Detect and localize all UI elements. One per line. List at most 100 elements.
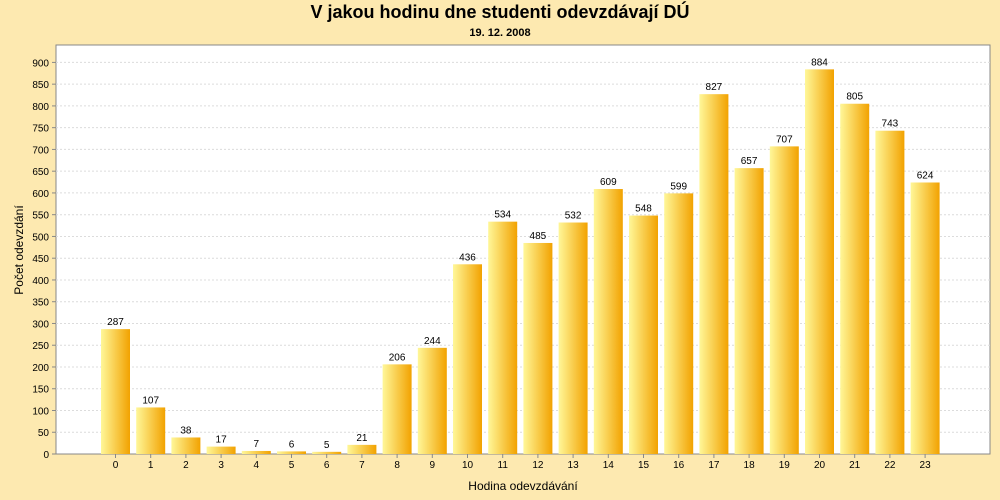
bar [875, 130, 905, 455]
bar [699, 94, 729, 454]
chart-title: V jakou hodinu dne studenti odevzdávají … [310, 2, 690, 22]
y-tick-label: 50 [38, 428, 50, 439]
y-axis-label: Počet odevzdání [12, 205, 26, 295]
bar [769, 146, 799, 454]
bar-value-label: 827 [706, 82, 723, 93]
bar-value-label: 707 [776, 134, 793, 145]
x-tick-label: 13 [568, 460, 580, 471]
bar-value-label: 884 [811, 57, 828, 68]
y-tick-label: 450 [32, 254, 49, 265]
bar [241, 450, 271, 454]
y-tick-label: 200 [32, 363, 49, 374]
x-tick-label: 12 [532, 460, 544, 471]
x-tick-label: 17 [708, 460, 720, 471]
bar-value-label: 21 [356, 433, 368, 444]
y-tick-label: 650 [32, 167, 49, 178]
bar [910, 182, 940, 454]
bar [734, 168, 764, 454]
bar [347, 444, 377, 454]
y-tick-label: 500 [32, 232, 49, 243]
bar-value-label: 657 [741, 156, 758, 167]
x-tick-label: 21 [849, 460, 861, 471]
bar-value-label: 624 [917, 170, 934, 181]
y-tick-label: 700 [32, 145, 49, 156]
y-axis-ticks: 0 50 100 150 200 250 300 350 400 450 500 550 600 650 7… [32, 58, 56, 461]
bar [382, 364, 412, 454]
bar [277, 451, 306, 454]
x-tick-label: 6 [324, 460, 330, 471]
bar-value-label: 548 [635, 204, 652, 215]
y-tick-label: 850 [32, 80, 49, 91]
bar-value-label: 7 [254, 439, 260, 450]
x-tick-label: 8 [394, 460, 400, 471]
x-tick-label: 14 [603, 460, 615, 471]
chart-subtitle: 19. 12. 2008 [469, 27, 531, 39]
x-tick-label: 22 [884, 460, 896, 471]
bar-value-label: 743 [882, 119, 899, 130]
x-tick-label: 20 [814, 460, 826, 471]
bar [488, 221, 518, 454]
bar [453, 264, 482, 454]
bar [593, 189, 623, 455]
bar-value-label: 532 [565, 211, 582, 222]
x-tick-label: 3 [218, 460, 224, 471]
x-axis-ticks: 0 1 2 3 4 5 6 7 8 9 10 11 12 13 14 15 16 17 18 19 20 21 22 23 [113, 454, 931, 471]
bars: 287 107 38 17 7 6 5 21 206 244 436 534 485 532 609 548 5… [101, 57, 940, 455]
x-tick-label: 16 [673, 460, 685, 471]
x-tick-label: 10 [462, 460, 474, 471]
x-tick-label: 19 [779, 460, 791, 471]
x-tick-label: 1 [148, 460, 154, 471]
bar [840, 103, 870, 454]
bar [101, 329, 130, 454]
x-tick-label: 4 [254, 460, 260, 471]
y-tick-label: 800 [32, 102, 49, 113]
bar [558, 222, 588, 454]
bar-value-label: 599 [670, 181, 687, 192]
bar-value-label: 805 [846, 92, 863, 103]
x-tick-label: 18 [744, 460, 756, 471]
y-tick-label: 900 [32, 58, 49, 69]
bar [805, 69, 834, 454]
y-tick-label: 550 [32, 211, 49, 222]
x-axis-label: Hodina odevzdávání [468, 479, 578, 493]
y-tick-label: 250 [32, 341, 49, 352]
bar [206, 446, 236, 454]
bar-value-label: 38 [180, 425, 192, 436]
x-tick-label: 11 [498, 460, 509, 471]
y-tick-label: 750 [32, 124, 49, 135]
bar-value-label: 436 [459, 252, 476, 263]
bar-value-label: 6 [289, 439, 295, 450]
bar-value-label: 287 [107, 317, 124, 328]
bar [523, 242, 553, 454]
bar [629, 215, 658, 454]
y-tick-label: 0 [43, 450, 49, 461]
x-tick-label: 5 [289, 460, 295, 471]
y-tick-label: 150 [32, 385, 49, 396]
bar-value-label: 485 [530, 231, 547, 242]
bar-value-label: 17 [216, 435, 228, 446]
x-tick-label: 7 [359, 460, 365, 471]
bar [664, 193, 694, 454]
x-tick-label: 9 [430, 460, 436, 471]
bar [417, 347, 447, 454]
plot-area [55, 44, 991, 455]
bar [312, 451, 342, 454]
x-tick-label: 23 [920, 460, 932, 471]
x-tick-label: 0 [113, 460, 119, 471]
x-tick-label: 2 [183, 460, 189, 471]
bar [136, 407, 166, 454]
x-tick-label: 15 [638, 460, 650, 471]
bar-value-label: 107 [142, 395, 159, 406]
bar-value-label: 244 [424, 336, 441, 347]
bar-value-label: 609 [600, 177, 617, 188]
bar-value-label: 5 [324, 440, 330, 451]
y-tick-label: 350 [32, 298, 49, 309]
y-tick-label: 300 [32, 319, 49, 330]
y-tick-label: 100 [32, 406, 49, 417]
y-tick-label: 600 [32, 189, 49, 200]
bar [171, 437, 201, 454]
y-tick-label: 400 [32, 276, 49, 287]
bar-value-label: 534 [494, 210, 511, 221]
bar-value-label: 206 [389, 352, 406, 363]
